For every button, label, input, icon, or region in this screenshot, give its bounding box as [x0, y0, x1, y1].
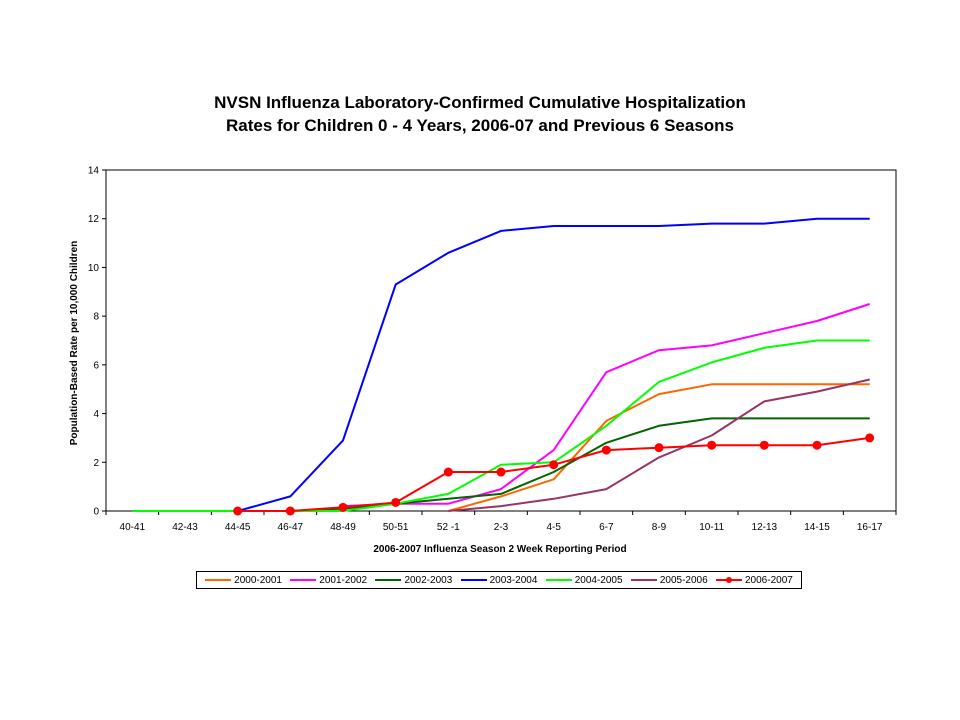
- data-point: [601, 445, 611, 455]
- y-tick-label: 6: [93, 360, 99, 371]
- x-tick-label: 44-45: [225, 522, 251, 533]
- data-point: [654, 443, 664, 453]
- series-2000-2001: [448, 383, 870, 512]
- series-line: [448, 378, 870, 512]
- series-line: [448, 383, 870, 512]
- x-tick-label: 12-13: [752, 522, 778, 533]
- x-axis-label: 2006-2007 Influenza Season 2 Week Report…: [373, 544, 626, 555]
- legend-label: 2001-2002: [319, 574, 368, 586]
- chart-title-line2: Rates for Children 0 - 4 Years, 2006-07 …: [225, 116, 735, 135]
- y-tick-label: 2: [93, 458, 99, 469]
- series-line: [237, 217, 870, 512]
- x-tick-label: 4-5: [546, 522, 561, 533]
- data-point: [865, 433, 875, 443]
- legend-swatch: [716, 577, 742, 583]
- legend-label: 2005-2006: [659, 574, 708, 586]
- x-tick-label: 2-3: [494, 522, 509, 533]
- legend-swatch: [205, 579, 232, 581]
- series-line: [290, 417, 870, 512]
- x-tick-label: 46-47: [278, 522, 304, 533]
- data-point: [233, 506, 243, 516]
- data-point: [496, 467, 506, 477]
- x-tick-label: 10-11: [699, 522, 724, 533]
- chart-title-line1: NVSN Influenza Laboratory-Confirmed Cumu…: [214, 93, 746, 112]
- data-point: [338, 502, 348, 512]
- series-line: [342, 303, 871, 508]
- y-tick-label: 12: [88, 214, 100, 225]
- legend-label: 2003-2004: [489, 574, 538, 586]
- series-2005-2006: [448, 378, 870, 512]
- x-tick-label: 50-51: [383, 522, 409, 533]
- legend-label: 2000-2001: [234, 574, 282, 586]
- y-tick-label: 14: [88, 166, 100, 177]
- legend-label: 2006-2007: [745, 574, 793, 586]
- series-2003-2004: [237, 217, 870, 512]
- legend-item: 2003-2004: [460, 574, 538, 586]
- data-point: [285, 506, 295, 516]
- y-tick-label: 10: [88, 263, 100, 274]
- y-tick-label: 4: [93, 409, 99, 420]
- x-tick-label: 52 -1: [437, 522, 460, 533]
- data-point: [759, 440, 769, 450]
- series-2004-2005: [132, 339, 870, 512]
- legend-swatch: [290, 579, 317, 581]
- x-tick-label: 6-7: [599, 522, 614, 533]
- data-point: [549, 460, 559, 470]
- legend-item: 2004-2005: [545, 574, 623, 586]
- legend-label: 2002-2003: [404, 574, 453, 586]
- legend-swatch: [460, 579, 487, 581]
- legend-item: 2001-2002: [290, 575, 367, 586]
- data-point: [707, 440, 717, 450]
- series-line: [132, 339, 870, 512]
- series-2006-2007: [233, 433, 875, 516]
- legend-label: 2004-2005: [574, 574, 623, 586]
- data-point: [443, 467, 453, 477]
- x-tick-label: 48-49: [330, 522, 356, 533]
- x-tick-label: 14-15: [804, 522, 830, 533]
- legend-item: 2006-2007: [716, 575, 793, 586]
- legend-item: 2000-2001: [205, 575, 282, 586]
- legend-swatch: [630, 579, 657, 581]
- legend-swatch: [545, 579, 572, 581]
- legend-item: 2005-2006: [630, 574, 708, 586]
- legend-swatch: [375, 579, 402, 581]
- series-2002-2003: [290, 417, 870, 512]
- chart-legend: 2000-2001 2001-2002 2002-2003 2003-2004 2004…: [196, 571, 802, 589]
- y-tick-label: 0: [93, 507, 99, 518]
- y-tick-label: 8: [93, 312, 99, 323]
- x-tick-label: 42-43: [172, 522, 198, 533]
- data-point: [391, 497, 401, 507]
- x-tick-label: 8-9: [652, 522, 667, 533]
- x-tick-label: 16-17: [857, 522, 883, 533]
- y-axis-label: Population-Based Rate per 10,000 Childre…: [69, 241, 80, 446]
- plot-area: [105, 169, 897, 512]
- legend-item: 2002-2003: [375, 575, 452, 586]
- series-2001-2002: [342, 303, 871, 508]
- x-tick-label: 40-41: [120, 522, 146, 533]
- data-point: [812, 440, 822, 450]
